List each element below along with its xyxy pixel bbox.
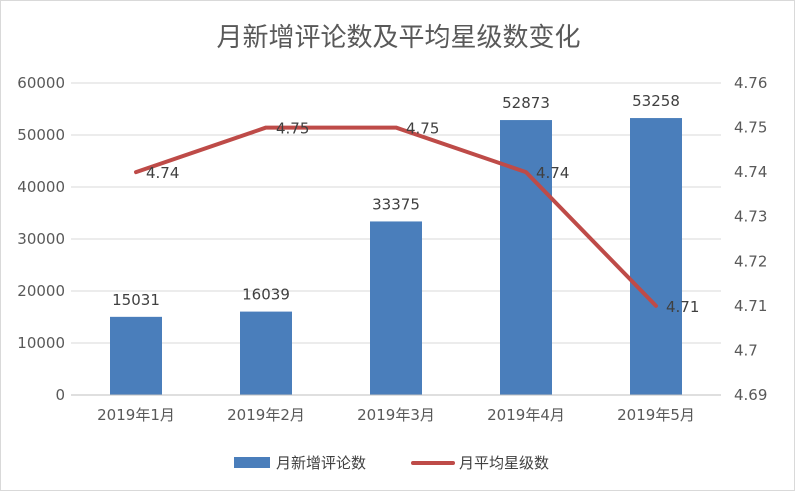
line-data-label: 4.75 — [276, 120, 309, 138]
x-axis-tick-label: 2019年1月 — [97, 406, 175, 424]
line-series — [134, 125, 658, 308]
x-axis-tick-label: 2019年4月 — [487, 406, 565, 424]
left-axis-tick-label: 10000 — [17, 334, 65, 352]
legend: 月新增评论数 月平均星级数 — [234, 454, 549, 472]
data-labels: 15031 16039 33375 52873 53258 4.74 4.75 4.75 4.7… — [112, 92, 699, 316]
chart-title: 月新增评论数及平均星级数变化 — [216, 23, 581, 53]
axes: 0 10000 20000 30000 40000 50000 60000 4.69 4.7 4.… — [17, 74, 767, 424]
right-axis-tick-label: 4.72 — [734, 252, 767, 270]
bar-data-label: 53258 — [632, 92, 680, 110]
left-axis-tick-label: 40000 — [17, 178, 65, 196]
x-axis-tick-label: 2019年3月 — [357, 406, 435, 424]
bar-data-label: 33375 — [372, 195, 420, 213]
bar-data-label: 15031 — [112, 291, 160, 309]
bar-data-label: 52873 — [502, 94, 550, 112]
line-series-path — [134, 125, 658, 308]
line-data-label: 4.75 — [406, 120, 439, 138]
line-data-label: 4.71 — [666, 298, 699, 316]
x-axis-tick-label: 2019年5月 — [617, 406, 695, 424]
bar — [500, 120, 552, 396]
line-data-label: 4.74 — [536, 164, 569, 182]
bar — [110, 316, 162, 395]
left-axis-tick-label: 50000 — [17, 126, 65, 144]
bar — [370, 221, 422, 395]
left-axis-tick-label: 60000 — [17, 74, 65, 92]
right-axis-tick-label: 4.71 — [734, 297, 767, 315]
bar — [240, 311, 292, 395]
left-axis-tick-label: 30000 — [17, 230, 65, 248]
bar — [630, 118, 682, 395]
bar-series — [110, 118, 682, 396]
bar-data-label: 16039 — [242, 286, 290, 304]
left-axis-tick-label: 20000 — [17, 282, 65, 300]
right-axis-tick-label: 4.74 — [734, 163, 767, 181]
right-axis-tick-label: 4.69 — [734, 386, 767, 404]
line-data-label: 4.74 — [146, 164, 179, 182]
right-axis-tick-label: 4.75 — [734, 119, 767, 137]
left-axis-tick-label: 0 — [55, 386, 65, 404]
right-axis-tick-label: 4.7 — [734, 341, 758, 359]
right-axis-tick-label: 4.76 — [734, 74, 767, 92]
legend-bar-label: 月新增评论数 — [276, 454, 366, 472]
x-axis-tick-label: 2019年2月 — [227, 406, 305, 424]
right-axis-tick-label: 4.73 — [734, 208, 767, 226]
legend-line-label: 月平均星级数 — [459, 454, 549, 472]
legend-bar-swatch — [234, 457, 270, 468]
